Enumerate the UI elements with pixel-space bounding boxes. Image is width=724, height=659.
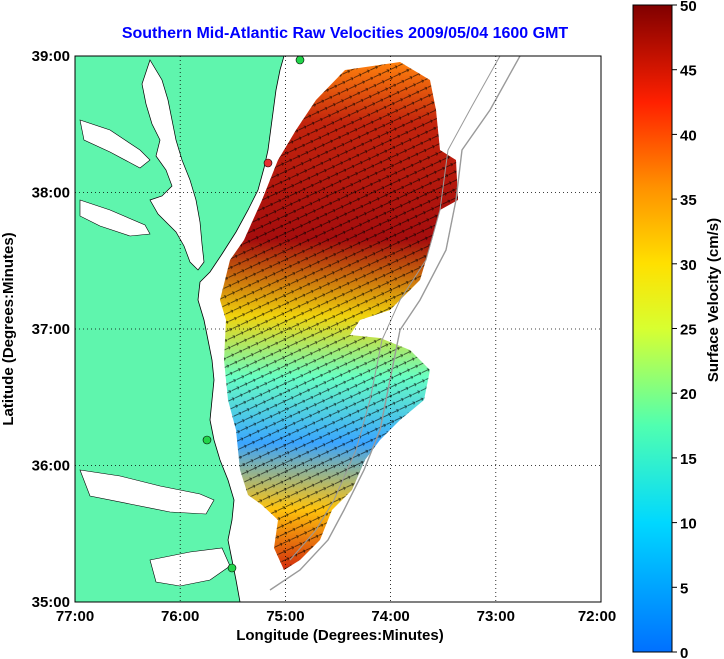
colorbar-tick-label: 10 (680, 516, 697, 533)
x-tick-label: 73:00 (477, 608, 515, 625)
y-tick-label: 38:00 (32, 185, 70, 202)
bathymetry-contour (269, 56, 521, 591)
colorbar-tick-label: 25 (680, 322, 697, 339)
y-axis: 39:00 38:00 37:00 36:00 35:00 Latitude (… (0, 48, 70, 611)
x-tick-label: 72:00 (578, 608, 616, 625)
plot-frame (74, 55, 602, 603)
colorbar-tick-label: 40 (680, 127, 697, 144)
colorbar-tick-label: 50 (680, 0, 697, 15)
colorbar-tick-label: 20 (680, 386, 697, 403)
colorbar-gradient (632, 4, 673, 653)
colorbar-tick-label: 45 (680, 63, 697, 80)
y-tick-label: 37:00 (32, 321, 70, 338)
x-axis: 77:00 76:00 75:00 74:00 73:00 72:00 Long… (56, 608, 616, 644)
radar-site-marker (227, 563, 237, 573)
sound-inlet (79, 469, 215, 515)
y-tick-label: 39:00 (32, 48, 70, 65)
colorbar-tick-label: 0 (680, 645, 688, 659)
colorbar-ticks (672, 4, 677, 653)
colorbar-tick-label: 35 (680, 192, 697, 209)
x-tick-label: 75:00 (266, 608, 304, 625)
river-inlet-2 (79, 199, 151, 237)
radar-site-marker (202, 435, 212, 445)
x-axis-label: Longitude (Degrees:Minutes) (236, 627, 444, 644)
x-tick-label: 74:00 (371, 608, 409, 625)
river-inlet (79, 119, 151, 169)
colorbar-tick-label: 5 (680, 580, 688, 597)
y-tick-label: 36:00 (32, 458, 70, 475)
colorbar: 50 45 40 35 30 25 20 15 10 5 0 Surface V… (632, 0, 722, 659)
map-plot-area (74, 55, 602, 603)
chesapeake-bay (141, 59, 205, 271)
pamlico-sound (149, 547, 231, 587)
y-axis-label: Latitude (Degrees:Minutes) (0, 232, 17, 425)
y-tick-label: 35:00 (32, 594, 70, 611)
colorbar-label: Surface Velocity (cm/s) (705, 218, 722, 382)
radar-site-marker (295, 56, 305, 65)
x-tick-label: 76:00 (161, 608, 199, 625)
x-tick-label: 77:00 (56, 608, 94, 625)
colorbar-tick-label: 15 (680, 451, 697, 468)
grid-lines (75, 56, 601, 602)
radar-site-marker (263, 158, 273, 168)
colorbar-tick-label: 30 (680, 257, 697, 274)
map-title: Southern Mid-Atlantic Raw Velocities 200… (122, 25, 569, 42)
velocity-vectors (220, 62, 458, 570)
